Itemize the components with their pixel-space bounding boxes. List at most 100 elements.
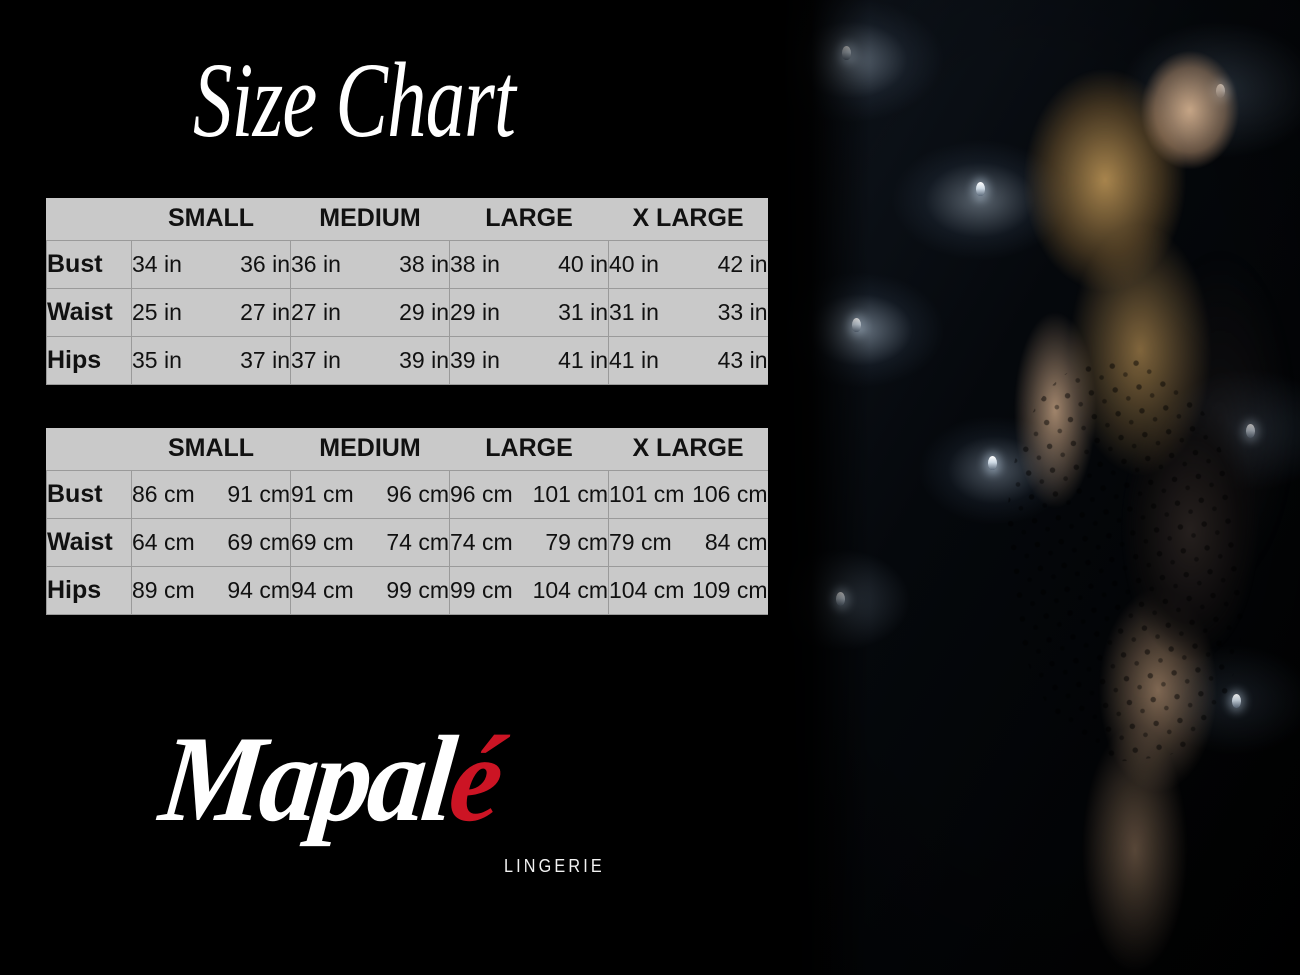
cell-bust-small: 34 in 36 in xyxy=(131,239,291,289)
row-label-hips: Hips xyxy=(46,335,132,385)
value-min: 96 cm xyxy=(450,480,513,507)
value-min: 34 in xyxy=(132,250,182,277)
value-min: 79 cm xyxy=(609,528,672,555)
brand-logo: Mapalé LINGERIE xyxy=(154,712,601,893)
value-min: 27 in xyxy=(291,298,341,325)
cell-bust-small: 86 cm 91 cm xyxy=(131,469,291,519)
value-min: 99 cm xyxy=(450,576,513,603)
product-photo xyxy=(780,0,1300,975)
cell-waist-large: 29 in 31 in xyxy=(449,287,609,337)
value-min: 37 in xyxy=(291,346,341,373)
value-min: 40 in xyxy=(609,250,659,277)
cell-bust-large: 38 in 40 in xyxy=(449,239,609,289)
header-medium: MEDIUM xyxy=(290,198,450,241)
header-small: SMALL xyxy=(131,198,291,241)
value-max: 91 cm xyxy=(227,480,290,507)
cell-waist-medium: 69 cm 74 cm xyxy=(290,517,450,567)
cell-waist-medium: 27 in 29 in xyxy=(290,287,450,337)
table-header-row: SMALL MEDIUM LARGE X LARGE xyxy=(46,198,768,241)
value-max: 109 cm xyxy=(692,576,768,603)
header-blank xyxy=(46,198,132,241)
value-min: 41 in xyxy=(609,346,659,373)
value-min: 31 in xyxy=(609,298,659,325)
value-min: 39 in xyxy=(450,346,500,373)
size-table-inches: SMALL MEDIUM LARGE X LARGE Bust 34 in 36… xyxy=(46,198,768,385)
value-max: 38 in xyxy=(399,250,449,277)
cell-hips-large: 39 in 41 in xyxy=(449,335,609,385)
header-large: LARGE xyxy=(449,428,609,471)
cell-waist-large: 74 cm 79 cm xyxy=(449,517,609,567)
value-max: 94 cm xyxy=(227,576,290,603)
row-label-bust: Bust xyxy=(46,469,132,519)
value-min: 64 cm xyxy=(132,528,195,555)
value-max: 43 in xyxy=(717,346,768,373)
cell-waist-x-large: 31 in 33 in xyxy=(608,287,768,337)
value-max: 41 in xyxy=(558,346,608,373)
cell-waist-x-large: 79 cm 84 cm xyxy=(608,517,768,567)
cell-bust-large: 96 cm 101 cm xyxy=(449,469,609,519)
value-min: 74 cm xyxy=(450,528,513,555)
value-min: 35 in xyxy=(132,346,182,373)
table-header-row: SMALL MEDIUM LARGE X LARGE xyxy=(46,428,768,471)
value-min: 69 cm xyxy=(291,528,354,555)
size-table-centimeters: SMALL MEDIUM LARGE X LARGE Bust 86 cm 91… xyxy=(46,428,768,615)
cell-bust-x-large: 40 in 42 in xyxy=(608,239,768,289)
value-max: 31 in xyxy=(558,298,608,325)
brand-tagline: LINGERIE xyxy=(504,856,605,876)
row-label-waist: Waist xyxy=(46,517,132,567)
cell-hips-medium: 94 cm 99 cm xyxy=(290,565,450,615)
brand-wordmark: Mapalé xyxy=(154,712,505,848)
table-row: Waist 64 cm 69 cm 69 cm 74 cm xyxy=(46,517,768,567)
header-x-large: X LARGE xyxy=(608,198,768,241)
value-max: 39 in xyxy=(399,346,449,373)
value-min: 38 in xyxy=(450,250,500,277)
value-min: 29 in xyxy=(450,298,500,325)
value-max: 27 in xyxy=(240,298,290,325)
table-row: Bust 86 cm 91 cm 91 cm 96 cm xyxy=(46,469,768,519)
value-min: 91 cm xyxy=(291,480,354,507)
cell-bust-x-large: 101 cm 106 cm xyxy=(608,469,768,519)
chart-panel: Size Chart SMALL MEDIUM LARGE X LARGE Bu… xyxy=(46,39,768,893)
value-max: 79 cm xyxy=(545,528,608,555)
row-label-hips: Hips xyxy=(46,565,132,615)
cell-hips-large: 99 cm 104 cm xyxy=(449,565,609,615)
value-min: 25 in xyxy=(132,298,182,325)
value-min: 89 cm xyxy=(132,576,195,603)
value-max: 69 cm xyxy=(227,528,290,555)
table-row: Hips 35 in 37 in 37 in 39 in xyxy=(46,335,768,385)
table-row: Bust 34 in 36 in 36 in 38 in xyxy=(46,239,768,289)
value-max: 37 in xyxy=(240,346,290,373)
cell-waist-small: 25 in 27 in xyxy=(131,287,291,337)
value-min: 86 cm xyxy=(132,480,195,507)
value-max: 40 in xyxy=(558,250,608,277)
table-row: Waist 25 in 27 in 27 in 29 in xyxy=(46,287,768,337)
value-max: 36 in xyxy=(240,250,290,277)
value-min: 104 cm xyxy=(609,576,685,603)
cell-waist-small: 64 cm 69 cm xyxy=(131,517,291,567)
value-max: 84 cm xyxy=(704,528,768,555)
value-min: 36 in xyxy=(291,250,341,277)
cell-hips-small: 35 in 37 in xyxy=(131,335,291,385)
header-x-large: X LARGE xyxy=(608,428,768,471)
row-label-waist: Waist xyxy=(46,287,132,337)
cell-hips-x-large: 104 cm 109 cm xyxy=(608,565,768,615)
value-max: 33 in xyxy=(717,298,768,325)
row-label-bust: Bust xyxy=(46,239,132,289)
value-min: 94 cm xyxy=(291,576,354,603)
header-large: LARGE xyxy=(449,198,609,241)
cell-hips-x-large: 41 in 43 in xyxy=(608,335,768,385)
photo-left-fade xyxy=(780,0,870,975)
value-max: 29 in xyxy=(399,298,449,325)
cell-bust-medium: 91 cm 96 cm xyxy=(290,469,450,519)
brand-name: Mapal xyxy=(154,711,459,848)
value-max: 99 cm xyxy=(386,576,449,603)
cell-bust-medium: 36 in 38 in xyxy=(290,239,450,289)
value-max: 101 cm xyxy=(532,480,608,507)
value-max: 42 in xyxy=(717,250,768,277)
header-blank xyxy=(46,428,132,471)
page-title: Size Chart xyxy=(193,39,516,160)
value-max: 106 cm xyxy=(692,480,768,507)
value-min: 101 cm xyxy=(609,480,685,507)
cell-hips-medium: 37 in 39 in xyxy=(290,335,450,385)
